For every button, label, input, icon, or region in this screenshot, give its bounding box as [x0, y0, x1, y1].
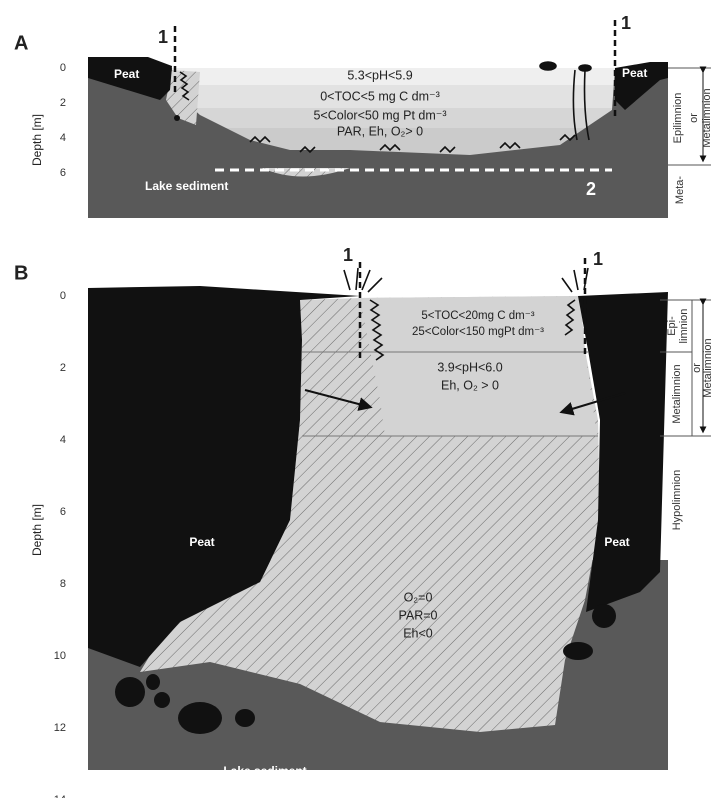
y-tick-label: 2 — [60, 97, 66, 109]
panel-a: A 1 1 2 Peat Peat 5.3<pH<5.9 0<TOC<5 mg … — [14, 13, 711, 218]
water-param: PAR, Eh, O₂> 0 — [337, 124, 423, 138]
peat-label: Peat — [189, 535, 214, 549]
water-param: Eh<0 — [403, 626, 433, 640]
sediment-label: Lake sediment — [145, 179, 228, 193]
zone-label: Epi- — [666, 316, 678, 336]
profile-label: 1 — [158, 27, 168, 47]
profile-label: 1 — [593, 249, 603, 269]
panel-label: B — [14, 262, 28, 284]
profile-label: 1 — [621, 13, 631, 33]
water-param: 25<Color<150 mgPt dm⁻³ — [412, 326, 544, 338]
figure: A 1 1 2 Peat Peat 5.3<pH<5.9 0<TOC<5 mg … — [0, 0, 711, 798]
water-param: O₂=0 — [404, 590, 433, 604]
zone-label: limnion — [678, 309, 690, 344]
profile-label: 1 — [343, 245, 353, 265]
y-tick-label: 12 — [54, 722, 66, 734]
peat-label: Peat — [114, 67, 139, 81]
sediment-line-label: 2 — [586, 179, 596, 199]
y-tick-label: 8 — [60, 578, 66, 590]
zone-label: Metalimnion — [701, 88, 711, 147]
y-tick-label: 14 — [54, 794, 66, 798]
zone-label: Epilimnion — [672, 93, 684, 144]
water-param: 3.9<pH<6.0 — [437, 360, 502, 374]
y-tick-label: 2 — [60, 362, 66, 374]
zone-label: Metalimnion — [702, 338, 711, 397]
zone-label: or — [688, 113, 700, 123]
peat-label: Peat — [622, 66, 647, 80]
water-param: PAR=0 — [398, 608, 437, 622]
zone-label: Metalimnion — [671, 364, 683, 423]
y-tick-label: 0 — [60, 62, 66, 74]
y-tick-label: 4 — [60, 132, 66, 144]
panel-label: A — [14, 32, 28, 54]
water-param: 5<TOC<20mg C dm⁻³ — [421, 310, 534, 322]
water-param: Eh, O₂ > 0 — [441, 378, 499, 392]
y-tick-label: 6 — [60, 506, 66, 518]
y-tick-label: 4 — [60, 434, 66, 446]
axis-title: Depth [m] — [30, 504, 44, 556]
y-tick-label: 0 — [60, 290, 66, 302]
axis-title: Depth [m] — [30, 114, 44, 166]
sediment-label: Lake sediment — [223, 764, 306, 778]
y-tick-label: 6 — [60, 167, 66, 179]
water-param: 5.3<pH<5.9 — [347, 68, 412, 82]
zone-label: Hypolimnion — [671, 470, 683, 531]
peat-label: Peat — [604, 535, 629, 549]
water-param: 0<TOC<5 mg C dm⁻³ — [320, 89, 440, 103]
y-tick-label: 10 — [54, 650, 66, 662]
zone-label: Meta- — [674, 176, 686, 204]
water-param: 5<Color<50 mg Pt dm⁻³ — [313, 108, 446, 122]
panel-b: B 1 1 Peat Peat 5<TOC<20mg C dm⁻³ 25<Col… — [14, 245, 711, 778]
